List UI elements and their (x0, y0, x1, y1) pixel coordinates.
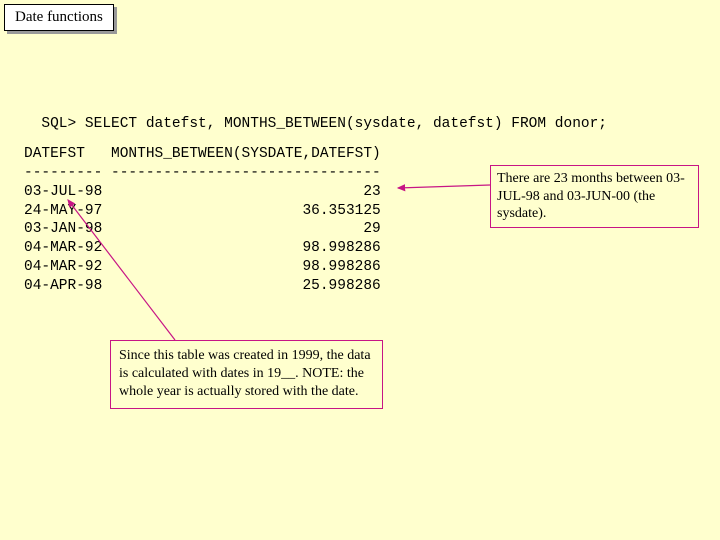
arrow-right (398, 185, 490, 188)
output-row: 03-JAN-98 29 (24, 221, 381, 237)
sql-output: DATEFST MONTHS_BETWEEN(SYSDATE,DATEFST) … (24, 145, 381, 296)
output-divider: --------- ------------------------------… (24, 165, 381, 181)
annotation-right-text: There are 23 months between 03-JUL-98 an… (497, 171, 685, 221)
output-row: 04-MAR-92 98.998286 (24, 240, 381, 256)
title-text: Date functions (15, 9, 103, 25)
output-row: 04-APR-98 25.998286 (24, 278, 381, 294)
sql-query-text: SQL> SELECT datefst, MONTHS_BETWEEN(sysd… (41, 116, 607, 132)
title-box: Date functions (4, 4, 114, 31)
output-row: 04-MAR-92 98.998286 (24, 259, 381, 275)
sql-query: SQL> SELECT datefst, MONTHS_BETWEEN(sysd… (24, 100, 607, 132)
output-header: DATEFST MONTHS_BETWEEN(SYSDATE,DATEFST) (24, 146, 381, 162)
annotation-bottom: Since this table was created in 1999, th… (110, 340, 383, 409)
annotation-bottom-text: Since this table was created in 1999, th… (119, 348, 371, 399)
output-row: 24-MAY-97 36.353125 (24, 203, 381, 219)
output-row: 03-JUL-98 23 (24, 184, 381, 200)
annotation-right: There are 23 months between 03-JUL-98 an… (490, 165, 699, 228)
